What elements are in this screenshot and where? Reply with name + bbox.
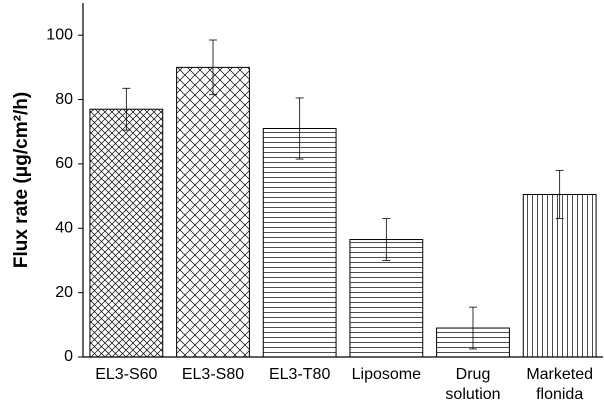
x-tick-label: Marketed: [526, 366, 593, 383]
bar-hatch: [89, 108, 164, 358]
y-tick-label: 100: [46, 26, 73, 43]
y-tick-label: 80: [55, 91, 73, 108]
x-tick-label: flonida: [536, 386, 583, 403]
x-tick-label: EL3-T80: [269, 366, 330, 383]
y-tick-label: 40: [55, 219, 73, 236]
y-tick-label: 0: [64, 348, 73, 365]
y-axis-label: Flux rate (μg/cm²/h): [11, 92, 32, 268]
bar-hatch: [176, 66, 250, 358]
x-tick-label: Drug: [456, 366, 491, 383]
bar-hatch: [522, 193, 597, 358]
x-tick-label: Liposome: [352, 366, 421, 383]
x-tick-label: EL3-S60: [95, 366, 157, 383]
x-tick-label: solution: [445, 386, 500, 403]
y-tick-label: 20: [55, 284, 73, 301]
y-tick-label: 60: [55, 155, 73, 172]
bar-hatch: [262, 128, 337, 358]
x-tick-label: EL3-S80: [182, 366, 244, 383]
